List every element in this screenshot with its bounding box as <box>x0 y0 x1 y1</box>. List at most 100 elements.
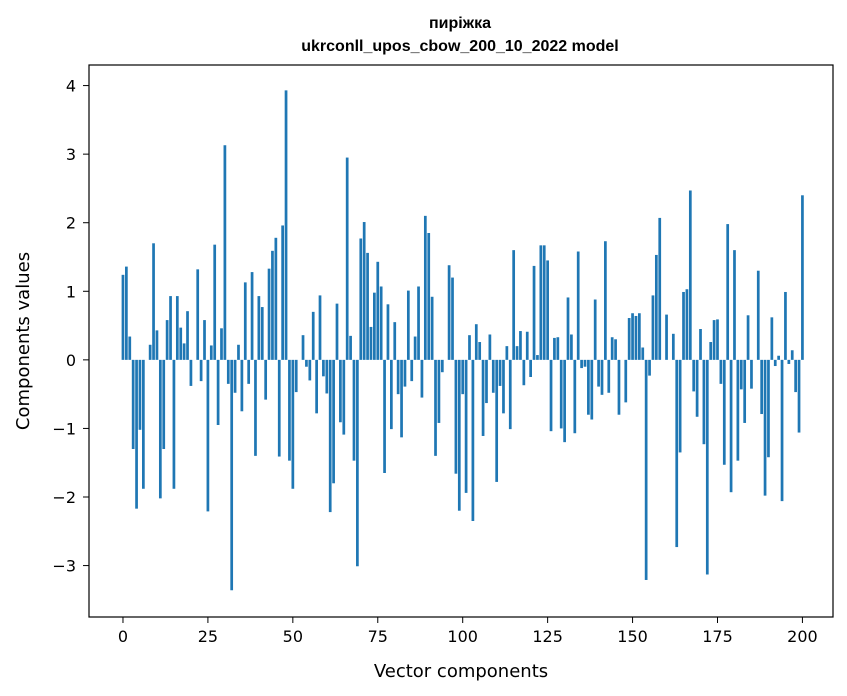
bar <box>209 345 213 360</box>
bar <box>536 355 539 360</box>
chart-title-line2: ukrconll_upos_cbow_200_10_2022 model <box>301 38 618 55</box>
bar <box>125 266 128 360</box>
bar <box>736 359 740 461</box>
bar <box>186 311 189 360</box>
bar <box>182 343 186 360</box>
bar <box>488 334 492 360</box>
bar <box>787 359 791 364</box>
bar <box>750 359 753 389</box>
x-tick-label: 75 <box>368 627 388 646</box>
bar <box>627 318 631 360</box>
bar <box>332 359 335 484</box>
bar <box>206 359 210 512</box>
bar <box>284 90 288 360</box>
bar <box>658 217 662 360</box>
bar <box>417 286 420 360</box>
bar <box>746 315 750 360</box>
bar <box>614 339 617 360</box>
bar <box>274 237 278 360</box>
x-tick-label: 200 <box>787 627 818 646</box>
bar <box>376 261 380 360</box>
bar <box>539 245 543 360</box>
y-tick-label: −2 <box>52 488 76 507</box>
bar <box>705 359 709 575</box>
bar <box>199 359 203 382</box>
bar <box>393 322 397 360</box>
bar <box>597 359 600 387</box>
bar <box>685 289 689 360</box>
y-tick-label: 1 <box>66 282 76 301</box>
bar <box>801 195 804 360</box>
y-axis-ticks: 4 3 2 1 0 −1 −2 −3 <box>52 77 89 576</box>
bar <box>583 359 587 367</box>
bar <box>553 337 556 360</box>
bar <box>566 297 570 360</box>
bar <box>532 265 536 360</box>
bar <box>522 359 526 386</box>
bar <box>508 359 512 430</box>
bar <box>247 359 251 384</box>
bar <box>400 359 403 438</box>
bar <box>325 359 329 394</box>
bar <box>366 252 369 360</box>
bar <box>525 331 529 360</box>
bar <box>505 346 509 360</box>
bar <box>481 359 485 436</box>
bar <box>726 224 730 360</box>
bar <box>328 359 332 513</box>
bar <box>756 270 760 360</box>
bar <box>396 359 400 395</box>
bar <box>305 359 308 367</box>
bar <box>491 359 495 393</box>
y-tick-label: 3 <box>66 145 76 164</box>
bar <box>638 313 641 360</box>
x-tick-label: 175 <box>702 627 733 646</box>
bar <box>739 359 743 390</box>
bar <box>498 359 502 386</box>
bar <box>709 342 713 360</box>
bar <box>172 359 176 489</box>
y-axis-label: Components values <box>13 252 34 430</box>
bar <box>607 359 611 393</box>
bar <box>502 359 505 414</box>
bar <box>155 330 159 360</box>
bar <box>580 359 583 369</box>
bar <box>648 359 651 376</box>
bar <box>237 344 240 360</box>
bar <box>213 244 217 360</box>
bar <box>410 359 414 382</box>
bar <box>427 233 431 360</box>
bar <box>383 359 386 473</box>
bar <box>379 286 383 360</box>
bar <box>447 265 451 360</box>
bar <box>549 359 553 432</box>
bar <box>593 299 597 360</box>
bar <box>515 346 519 360</box>
bar <box>474 324 478 360</box>
bar <box>121 274 125 360</box>
bar <box>797 359 801 433</box>
bar <box>600 359 604 395</box>
chart-title-line1: пиріжка <box>429 15 491 32</box>
bar <box>767 359 770 458</box>
bar <box>590 359 594 420</box>
x-tick-label: 25 <box>198 627 218 646</box>
bar <box>478 342 482 360</box>
bar <box>570 334 573 360</box>
bar <box>175 296 179 360</box>
bar <box>322 359 325 377</box>
bar <box>716 319 719 360</box>
y-tick-label: 0 <box>66 351 76 370</box>
bar <box>216 359 220 425</box>
bar <box>335 303 339 360</box>
bar <box>420 359 424 398</box>
y-tick-label: −1 <box>52 419 76 438</box>
bar <box>563 359 566 443</box>
bar <box>542 245 546 360</box>
bar <box>196 269 200 360</box>
bar <box>790 350 794 360</box>
bar <box>641 347 645 360</box>
bar <box>546 260 549 360</box>
bar <box>423 215 427 360</box>
bar <box>471 359 475 521</box>
